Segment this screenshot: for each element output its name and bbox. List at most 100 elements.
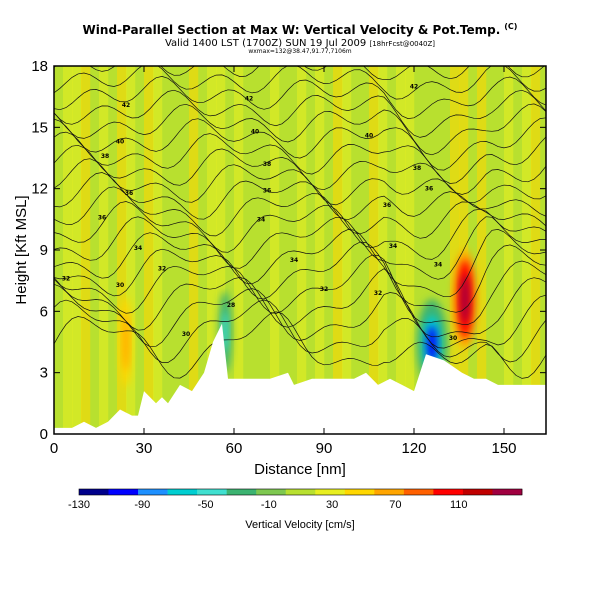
field-stripe xyxy=(99,66,109,434)
chart-subsubtitle: wxmax=132@38.47,91.77,7106m xyxy=(248,48,352,55)
theta-contour xyxy=(54,216,546,280)
x-tick-label: 60 xyxy=(226,440,243,457)
colorbar-tick-label: -130 xyxy=(68,499,90,511)
theta-contour xyxy=(54,254,546,325)
field-stripe xyxy=(63,66,73,434)
field-stripe xyxy=(441,66,451,434)
field-stripe xyxy=(342,66,352,434)
field-stripe xyxy=(189,66,199,434)
y-axis-title: Height [Kft MSL] xyxy=(13,195,30,304)
y-tick-label: 15 xyxy=(31,119,48,136)
updraft-band-left-blob xyxy=(123,313,129,371)
theta-contour xyxy=(54,283,546,349)
colorbar-segment xyxy=(79,489,109,495)
contour-label: 34 xyxy=(389,243,397,250)
colorbar-tick-label: 70 xyxy=(389,499,401,511)
field-stripe xyxy=(153,66,163,434)
field-stripe xyxy=(252,66,262,434)
contour-label: 32 xyxy=(374,290,382,297)
theta-contour xyxy=(54,172,546,221)
colorbar-tick-label: 30 xyxy=(326,499,338,511)
terrain-mask xyxy=(54,323,546,434)
field-stripe xyxy=(432,66,442,434)
x-tick-label: 0 xyxy=(50,440,58,457)
field-stripe xyxy=(450,66,460,434)
colorbar-segment xyxy=(492,489,523,495)
x-tick-label: 30 xyxy=(136,440,153,457)
field-stripe xyxy=(468,66,478,434)
theta-contour xyxy=(54,158,546,206)
contour-label: 36 xyxy=(383,202,391,209)
contour-label: 32 xyxy=(158,265,166,272)
field-stripe xyxy=(522,66,532,434)
colorbar: -130 -90 -50 -10 30 70 110 xyxy=(68,488,523,511)
field-stripe xyxy=(171,66,181,434)
theta-contour xyxy=(54,201,546,260)
theta-contours xyxy=(54,36,546,379)
theta-contour xyxy=(54,311,546,379)
field-stripe xyxy=(144,66,154,434)
colorbar-segment xyxy=(256,489,287,495)
colorbar-segment xyxy=(197,489,227,495)
field-stripe xyxy=(90,66,100,434)
x-tick-label: 150 xyxy=(491,440,516,457)
field-stripe xyxy=(324,66,334,434)
field-stripe xyxy=(135,66,145,434)
field-stripe xyxy=(297,66,307,434)
theta-contour xyxy=(54,268,546,338)
contour-label: 38 xyxy=(263,161,271,168)
x-tick-label: 90 xyxy=(316,440,333,457)
field-stripe xyxy=(306,66,316,434)
colorbar-segment xyxy=(374,489,405,495)
updraft-core-blob xyxy=(460,274,470,324)
plot-area xyxy=(54,66,546,434)
colorbar-title: Vertical Velocity [cm/s] xyxy=(245,519,354,531)
colorbar-segment xyxy=(344,489,375,495)
theta-contour xyxy=(54,144,546,195)
colorbar-segment xyxy=(167,489,198,495)
terrain xyxy=(54,323,546,434)
contour-label: 34 xyxy=(134,245,142,252)
field-stripe xyxy=(504,66,514,434)
contour-label: 32 xyxy=(320,286,328,293)
field-stripe xyxy=(369,66,379,434)
theta-contour xyxy=(54,186,546,239)
chart-title-text: Wind-Parallel Section at Max W: Vertical… xyxy=(82,23,501,37)
theta-contour xyxy=(54,241,546,313)
contour-label: 30 xyxy=(116,282,124,289)
y-tick-label: 9 xyxy=(40,242,48,259)
x-tick-label: 120 xyxy=(401,440,426,457)
field-stripe xyxy=(72,66,82,434)
field-stripe xyxy=(81,66,91,434)
chart-subtitle: Valid 1400 LST (1700Z) SUN 19 Jul 2009 [… xyxy=(0,38,600,49)
contour-labels: 30 30 28 32 32 30 32 32 34 34 34 34 34 36 36 36 36 36 38 38… xyxy=(62,83,457,341)
field-stripe xyxy=(387,66,397,434)
colorbar-segment xyxy=(315,489,346,495)
field-stripe xyxy=(333,66,343,434)
field-stripe xyxy=(117,66,127,434)
contour-label: 38 xyxy=(413,165,421,172)
field-stripe xyxy=(351,66,361,434)
subtitle-small: [18hrFcst@0040Z] xyxy=(369,40,436,48)
field-stripe xyxy=(270,66,280,434)
contour-label: 36 xyxy=(263,188,271,195)
y-tick-label: 0 xyxy=(40,426,48,443)
field-stripe xyxy=(234,66,244,434)
field-stripe xyxy=(396,66,406,434)
field-stripe xyxy=(315,66,325,434)
y-tick-label: 3 xyxy=(40,365,48,382)
field-stripe xyxy=(288,66,298,434)
field-stripe xyxy=(207,66,217,434)
field-stripe xyxy=(216,66,226,434)
contour-label: 36 xyxy=(425,186,433,193)
colorbar-frame xyxy=(78,488,523,496)
colorbar-segment xyxy=(138,489,168,495)
field-stripe xyxy=(108,66,118,434)
contour-label: 28 xyxy=(227,302,235,309)
theta-contour xyxy=(54,66,545,81)
theta-contour xyxy=(54,36,546,64)
contour-label: 40 xyxy=(116,139,124,146)
contour-label: 32 xyxy=(62,276,70,283)
